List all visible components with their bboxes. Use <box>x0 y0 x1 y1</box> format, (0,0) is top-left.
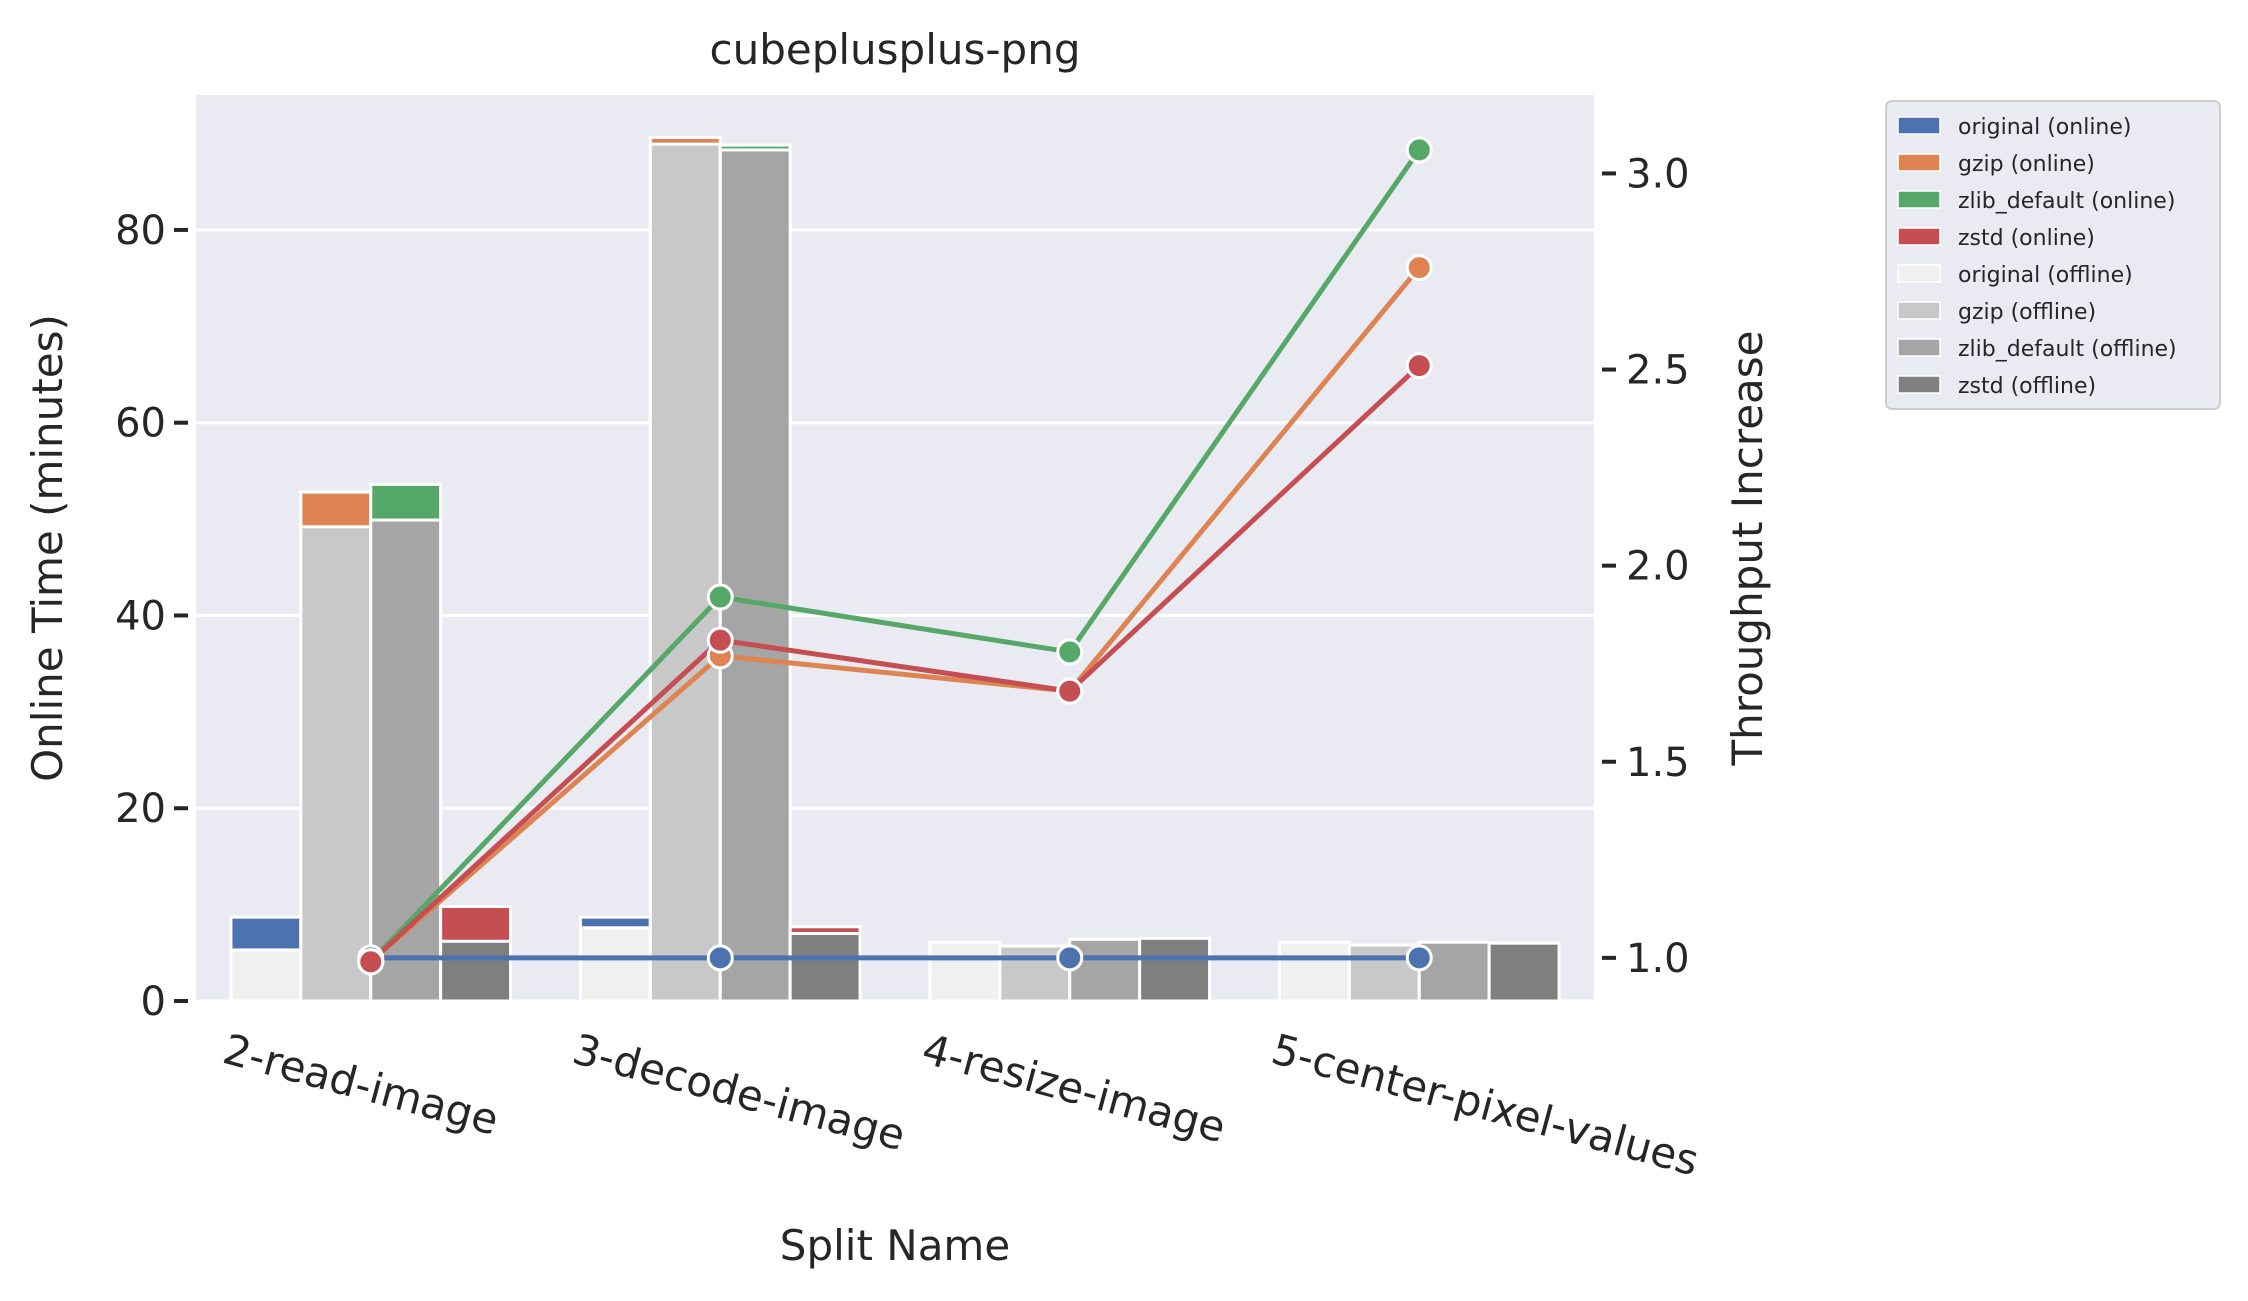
legend-label: original (online) <box>1958 115 2132 140</box>
legend-label: zlib_default (offline) <box>1958 337 2177 362</box>
y-tick-label: 20 <box>115 786 166 832</box>
legend-swatch <box>1897 301 1941 320</box>
legend-swatch <box>1897 227 1941 246</box>
x-tick-label: 4-resize-image <box>917 1024 1231 1152</box>
y2-tick-label: 1.0 <box>1626 936 1690 982</box>
x-tick-label: 2-read-image <box>218 1024 503 1144</box>
bar-gzip-offline <box>299 525 373 1003</box>
point-original <box>1056 944 1084 972</box>
point-zstd <box>1056 677 1084 705</box>
y-tick-label: 80 <box>115 208 166 254</box>
legend-label: gzip (online) <box>1958 152 2095 177</box>
legend: original (online) gzip (online) zlib_defau… <box>1885 100 2221 410</box>
chart-title: cubeplusplus-png <box>710 25 1081 74</box>
legend-swatch <box>1897 153 1941 172</box>
y2-tick-label: 3.0 <box>1626 151 1690 197</box>
x-axis: 2-read-image 3-decode-image 4-resize-image… <box>218 1024 1704 1185</box>
y-tick-label: 60 <box>115 401 166 447</box>
bar-gzip-offline <box>998 944 1072 1003</box>
legend-label: original (offline) <box>1958 263 2133 288</box>
point-gzip <box>1405 254 1433 282</box>
bar-zstd-offline <box>1487 941 1561 1003</box>
legend-swatch <box>1897 264 1941 283</box>
bar-original-offline <box>578 926 652 1003</box>
line-zlib_default <box>368 148 1422 964</box>
point-zlib_default <box>1056 638 1084 666</box>
legend-swatch <box>1897 190 1941 209</box>
bar-zstd-offline <box>1138 936 1212 1003</box>
y2-axis-label: Throughput Increase <box>1723 330 1772 766</box>
bar-zlib_default-offline <box>1068 937 1142 1003</box>
x-tick-label: 3-decode-image <box>568 1024 911 1160</box>
bar-zlib_default-offline <box>369 518 443 1003</box>
legend-swatch <box>1897 375 1941 394</box>
point-original <box>1405 944 1433 972</box>
bar-gzip-offline <box>648 142 722 1003</box>
legend-swatch <box>1897 116 1941 135</box>
bar-zlib_default-offline <box>718 148 792 1003</box>
bar-group <box>229 135 1561 1003</box>
point-zlib_default <box>706 583 734 611</box>
point-zstd <box>1405 352 1433 380</box>
line-zstd <box>369 363 1421 964</box>
x-tick-label: 5-center-pixel-values <box>1267 1024 1704 1185</box>
legend-label: zstd (offline) <box>1958 374 2096 399</box>
point-zlib_default <box>1405 136 1433 164</box>
y2-tick-label: 2.5 <box>1626 348 1690 394</box>
legend-frame <box>1885 100 2221 410</box>
point-zstd <box>706 626 734 654</box>
line-group <box>357 136 1433 976</box>
y-tick-label: 0 <box>141 979 166 1025</box>
y-tick-label: 40 <box>115 593 166 639</box>
point-zstd <box>357 948 385 976</box>
line-gzip <box>369 265 1422 964</box>
bar-original-offline <box>928 940 1002 1003</box>
y-axis-label: Online Time (minutes) <box>23 314 72 782</box>
point-original <box>706 944 734 972</box>
bar-original-offline <box>229 948 303 1003</box>
legend-label: zstd (online) <box>1958 226 2095 251</box>
legend-label: zlib_default (online) <box>1958 189 2175 214</box>
y2-tick-label: 1.5 <box>1626 740 1690 786</box>
bar-original-offline <box>1277 940 1351 1003</box>
y2-tick-label: 2.0 <box>1626 544 1690 590</box>
legend-swatch <box>1897 338 1941 357</box>
legend-label: gzip (offline) <box>1958 300 2096 325</box>
y-axis-left: 0 20 40 60 80 <box>115 208 188 1025</box>
x-axis-label: Split Name <box>780 1221 1010 1270</box>
y-axis-right: 1.0 1.5 2.0 2.5 3.0 <box>1602 151 1690 982</box>
bar-zstd-offline <box>788 932 862 1003</box>
bar-zstd-offline <box>439 939 513 1003</box>
